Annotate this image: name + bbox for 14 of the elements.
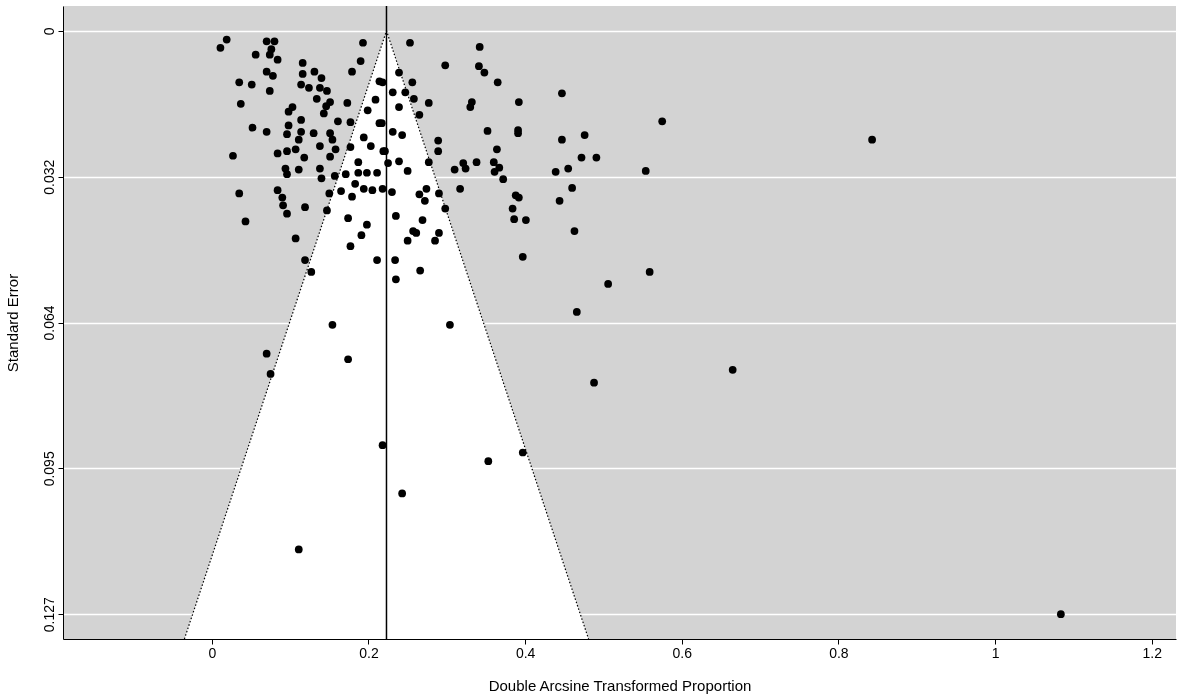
y-tick-label: 0.064 bbox=[40, 305, 57, 341]
x-tick-label: 0.4 bbox=[515, 644, 536, 661]
x-tick-label: 1.2 bbox=[1142, 644, 1163, 661]
x-axis-title: Double Arcsine Transformed Proportion bbox=[488, 676, 752, 694]
x-tick-label: 0.6 bbox=[672, 644, 693, 661]
x-tick-label: 1 bbox=[991, 644, 1000, 661]
y-tick-label: 0.032 bbox=[40, 159, 57, 195]
x-tick-label: 0.2 bbox=[359, 644, 379, 661]
x-tick-label: 0 bbox=[208, 644, 217, 661]
y-tick-label: 0.095 bbox=[40, 451, 57, 487]
y-tick-label: 0 bbox=[40, 27, 57, 36]
x-tick-label: 0.8 bbox=[829, 644, 849, 661]
y-axis-title: Standard Error bbox=[3, 273, 21, 373]
y-tick-label: 0.127 bbox=[40, 596, 57, 633]
